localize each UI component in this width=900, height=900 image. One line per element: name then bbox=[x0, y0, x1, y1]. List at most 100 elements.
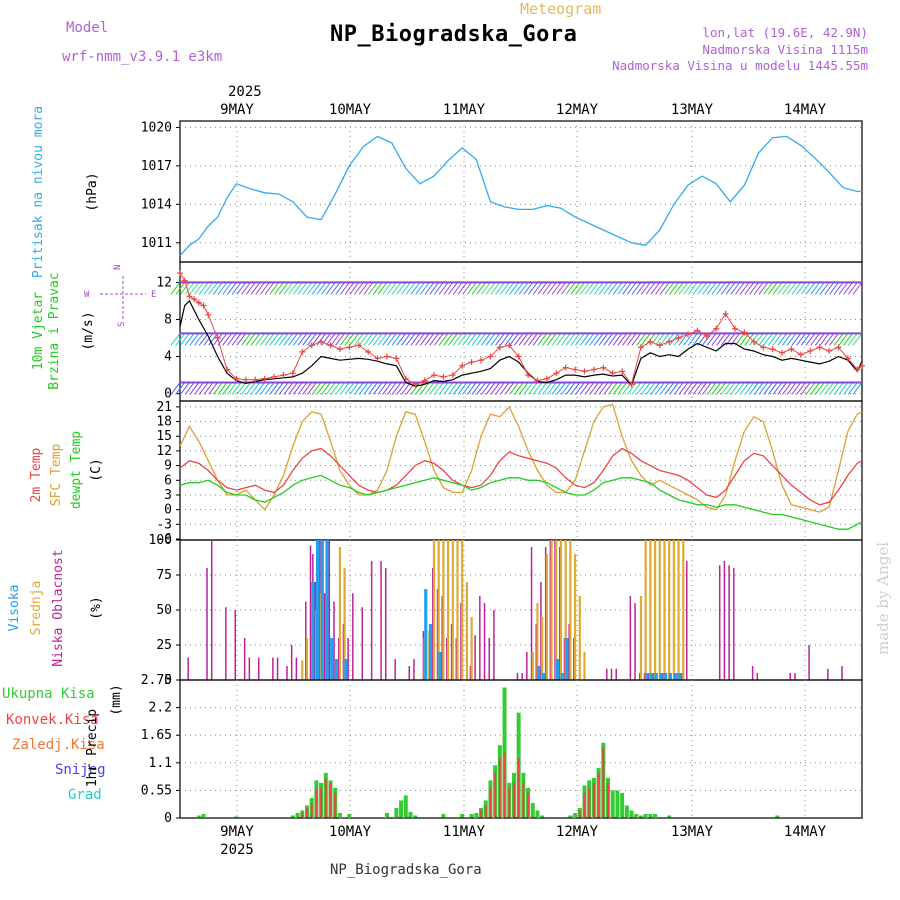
wind-barb bbox=[401, 382, 411, 395]
wind-gust-marker bbox=[854, 366, 861, 373]
wind-barb bbox=[212, 282, 223, 295]
wind-barb bbox=[763, 382, 774, 395]
wind-barb bbox=[523, 333, 534, 346]
wind-barb bbox=[824, 282, 835, 295]
wind-barb bbox=[429, 333, 440, 346]
wind-gust-marker bbox=[355, 342, 362, 349]
wind-barb bbox=[297, 333, 308, 346]
precip-bar bbox=[494, 772, 497, 818]
wind-barb bbox=[593, 382, 604, 395]
wind-gust-marker bbox=[252, 376, 259, 383]
wind-barb bbox=[758, 382, 769, 395]
day-label-bottom: 13MAY bbox=[671, 824, 714, 840]
wind-barb bbox=[452, 282, 463, 295]
wind-barb bbox=[565, 382, 576, 395]
wind-barb bbox=[377, 382, 388, 395]
wind-barb bbox=[339, 382, 350, 395]
wind-gust-marker bbox=[327, 342, 334, 349]
wind-barb bbox=[330, 382, 341, 395]
temperature-tick-label: 6 bbox=[164, 473, 172, 488]
wind-gust-marker bbox=[769, 346, 776, 353]
wind-barb bbox=[180, 333, 190, 346]
wind-gust-marker bbox=[191, 296, 198, 303]
wind-barb bbox=[777, 333, 788, 346]
wind-barb bbox=[711, 333, 722, 346]
wind-barb bbox=[753, 333, 764, 346]
wind-barb bbox=[636, 282, 647, 295]
wind-barb bbox=[570, 282, 581, 295]
wind-barb bbox=[720, 382, 731, 395]
precip-bar bbox=[408, 811, 413, 818]
precip-bar bbox=[305, 807, 308, 818]
wind-barb bbox=[504, 382, 515, 395]
wind-barb bbox=[683, 282, 694, 295]
temperature-tick-label: 15 bbox=[156, 429, 172, 444]
precip-bar bbox=[653, 813, 658, 818]
wind-barb bbox=[593, 282, 604, 295]
wind-speed-line bbox=[179, 299, 863, 387]
wind-barb bbox=[433, 333, 444, 346]
wind-barb bbox=[833, 282, 844, 295]
wind-barb bbox=[278, 282, 289, 295]
year-top: 2025 bbox=[228, 84, 262, 100]
wind-barb bbox=[626, 382, 637, 395]
wind-barb bbox=[546, 282, 557, 295]
precip-tick-label: 1.65 bbox=[141, 728, 172, 743]
wind-barb bbox=[838, 282, 849, 295]
wind-barb bbox=[546, 382, 557, 395]
wind-barb bbox=[528, 282, 538, 295]
wind-barb bbox=[537, 282, 548, 295]
cloud-title-low: Niska Oblacnost bbox=[51, 549, 66, 666]
wind-barb bbox=[612, 333, 623, 346]
wind-gust-marker bbox=[271, 373, 278, 380]
wind-barb bbox=[429, 282, 440, 295]
wind-barb bbox=[382, 282, 393, 295]
wind-barb bbox=[297, 282, 308, 295]
precip-bar bbox=[334, 792, 337, 818]
wind-barb bbox=[255, 382, 266, 395]
wind-barb bbox=[433, 282, 444, 295]
wind-barb bbox=[575, 382, 585, 395]
precip-bar bbox=[441, 813, 446, 818]
wind-gust-marker bbox=[177, 270, 183, 277]
wind-barb bbox=[805, 282, 816, 295]
wind-barb bbox=[513, 382, 524, 395]
wind-barb bbox=[288, 382, 298, 395]
wind-barb bbox=[735, 382, 745, 395]
temp-title-dewpt: dewpt Temp bbox=[69, 431, 84, 509]
year-bottom: 2025 bbox=[220, 842, 254, 858]
wind-barb bbox=[650, 382, 661, 395]
wind-barb bbox=[626, 333, 637, 346]
wind-barb bbox=[617, 282, 628, 295]
wind-gust-marker bbox=[534, 377, 541, 384]
wind-barb bbox=[250, 282, 261, 295]
wind-barb bbox=[227, 382, 237, 395]
wind-barb bbox=[782, 333, 792, 346]
wind-barb bbox=[612, 382, 623, 395]
wind-barb bbox=[184, 333, 195, 346]
wind-gust-marker bbox=[289, 370, 296, 377]
temperature-tick-label: 9 bbox=[164, 459, 172, 474]
wind-barb bbox=[513, 282, 524, 295]
wind-barb bbox=[749, 282, 759, 295]
pressure-frame bbox=[179, 120, 863, 263]
temp-title-2m: 2m Temp bbox=[29, 447, 44, 502]
wind-barb bbox=[184, 282, 195, 295]
wind-barb bbox=[180, 282, 190, 295]
wind-gust-marker bbox=[299, 348, 306, 355]
precip-bar bbox=[489, 787, 492, 818]
wind-gust-marker bbox=[694, 327, 701, 334]
wind-gust-marker bbox=[844, 355, 851, 362]
wind-barb bbox=[396, 382, 407, 395]
wind-tick-label: 4 bbox=[164, 350, 172, 365]
wind-gust-marker bbox=[181, 277, 188, 284]
wind-barb bbox=[800, 382, 811, 395]
wind-barb bbox=[617, 333, 628, 346]
precip-bar bbox=[638, 815, 643, 818]
precip-bar bbox=[403, 795, 408, 818]
wind-barb bbox=[485, 382, 496, 395]
wind-barb bbox=[471, 282, 482, 295]
wind-barb bbox=[655, 282, 665, 295]
precip-bar bbox=[234, 816, 239, 818]
wind-barb bbox=[843, 333, 853, 346]
